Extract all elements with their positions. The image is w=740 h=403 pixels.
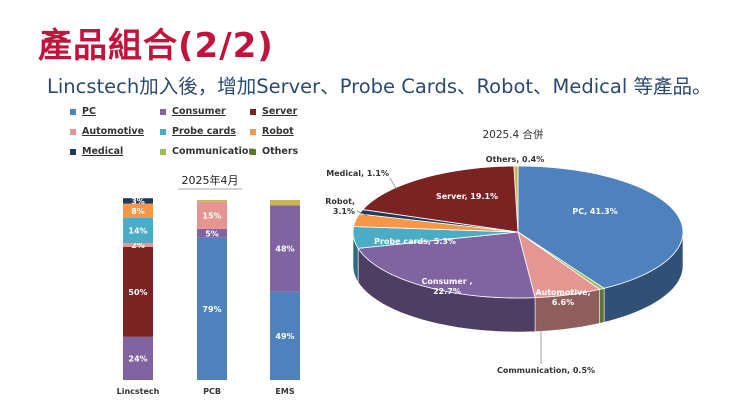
bar-data-label: 50% bbox=[128, 288, 147, 297]
bar-segment-lincstech-automotive bbox=[123, 243, 153, 247]
pie-label-server: Server, 19.1% bbox=[436, 192, 498, 201]
x-tick-label-pcb: PCB bbox=[203, 387, 221, 396]
legend-item-medical: Medical bbox=[70, 146, 123, 157]
slide-subtitle: Lincstech加入後，增加Server、Probe Cards、Robot、… bbox=[47, 75, 712, 98]
legend-item-probe-cards: Probe cards bbox=[160, 126, 236, 137]
pie-label-medical: Medical, 1.1% bbox=[326, 169, 389, 178]
bar-data-label: 48% bbox=[275, 245, 294, 254]
pie-label-robot: Robot, 3.1% bbox=[325, 197, 355, 216]
bar-segment-lincstech-consumer bbox=[123, 336, 153, 380]
bar-data-label: 49% bbox=[275, 332, 294, 341]
pie-label-automotive: Automotive, 6.6% bbox=[535, 288, 590, 307]
legend-label: Communication bbox=[172, 146, 256, 157]
bar-segment-lincstech-server bbox=[123, 246, 153, 337]
pie-slice-server bbox=[361, 165, 519, 233]
legend-item-communication: Communication bbox=[160, 146, 255, 157]
bar-data-label: 3% bbox=[131, 197, 145, 206]
bar-data-label: 24% bbox=[128, 354, 147, 363]
bar-segment-pcb-pc bbox=[197, 237, 227, 380]
x-tick-label-lincstech: Lincstech bbox=[117, 387, 160, 396]
bar-data-label: 79% bbox=[202, 305, 221, 314]
pie-chart-title: 2025.4 合併 bbox=[482, 128, 544, 141]
pie-label-communication: Communication, 0.5% bbox=[497, 366, 595, 375]
pie-label-others: Others, 0.4% bbox=[486, 155, 544, 164]
pie-slice-automotive bbox=[517, 231, 601, 299]
bar-segment-pcb-others bbox=[197, 200, 227, 202]
legend-label: Consumer bbox=[172, 106, 226, 117]
legend-swatch bbox=[250, 128, 256, 135]
legend-item-pc: PC bbox=[70, 106, 96, 117]
bar-chart-title: 2025年4月 bbox=[182, 173, 239, 187]
pie-slice-consumer bbox=[357, 231, 536, 299]
bar-segment-pcb-automotive bbox=[197, 201, 227, 229]
legend-label: Medical bbox=[82, 146, 124, 157]
legend-swatch bbox=[70, 128, 76, 135]
legend-label: Server bbox=[262, 106, 298, 117]
legend-item-automotive: Automotive bbox=[70, 126, 144, 137]
pie-leader-line bbox=[389, 177, 398, 191]
legend-swatch bbox=[70, 148, 76, 155]
bar-data-label: 15% bbox=[202, 211, 221, 220]
bar-segment-lincstech-medical bbox=[123, 198, 153, 204]
legend-item-server: Server bbox=[250, 106, 297, 117]
pie-slice-others bbox=[513, 165, 519, 233]
bar-segment-ems-consumer bbox=[270, 205, 300, 292]
legend-swatch bbox=[250, 108, 256, 115]
pie-label-consumer: Consumer , 22.7% bbox=[421, 277, 472, 296]
legend-item-consumer: Consumer bbox=[160, 106, 226, 117]
bar-data-label: 14% bbox=[128, 227, 147, 236]
pie-label-probe-cards: Probe cards, 5.3% bbox=[374, 237, 456, 246]
bar-data-label: 8% bbox=[131, 207, 145, 216]
legend-label: Others bbox=[262, 146, 299, 157]
pie-side-communication bbox=[599, 287, 605, 324]
legend-label: Automotive bbox=[82, 126, 145, 137]
pie-slice-probe-cards bbox=[352, 226, 519, 249]
bar-data-label: 2% bbox=[131, 241, 145, 250]
pie-leader-line bbox=[356, 210, 369, 217]
pie-slice-pc bbox=[517, 165, 684, 289]
bar-segment-lincstech-probe-cards bbox=[123, 218, 153, 244]
bar-segment-pcb-consumer bbox=[197, 228, 227, 238]
x-tick-label-ems: EMS bbox=[275, 387, 294, 396]
legend-swatch bbox=[160, 108, 166, 115]
legend-swatch bbox=[70, 108, 76, 115]
legend-label: PC bbox=[82, 106, 96, 117]
legend-swatch bbox=[160, 148, 166, 155]
bar-segment-lincstech-robot bbox=[123, 203, 153, 218]
slide-title: 產品組合(2/2) bbox=[38, 26, 274, 66]
pie-label-pc: PC, 41.3% bbox=[572, 207, 617, 216]
legend-item-robot: Robot bbox=[250, 126, 294, 137]
stacked-bar-chart: 2025年4月 24% 50% 2% 14% 8%3% Lincstech 79% 5% 15% P… bbox=[117, 173, 300, 396]
legend-swatch bbox=[160, 128, 166, 135]
legend-label: Robot bbox=[262, 126, 294, 137]
chart-legend: PC Consumer Server Automotive Probe cards Rob… bbox=[70, 106, 320, 162]
legend-item-others: Others bbox=[250, 146, 298, 157]
bar-data-label: 5% bbox=[205, 229, 219, 238]
bar-segment-ems-others bbox=[270, 200, 300, 206]
pie-chart-3d: 2025.4 合併 PC, 41.3% Communication, 0.5% Aut… bbox=[325, 128, 684, 375]
bar-segment-ems-pc bbox=[270, 291, 300, 380]
legend-swatch bbox=[250, 148, 256, 155]
legend-label: Probe cards bbox=[172, 126, 236, 137]
